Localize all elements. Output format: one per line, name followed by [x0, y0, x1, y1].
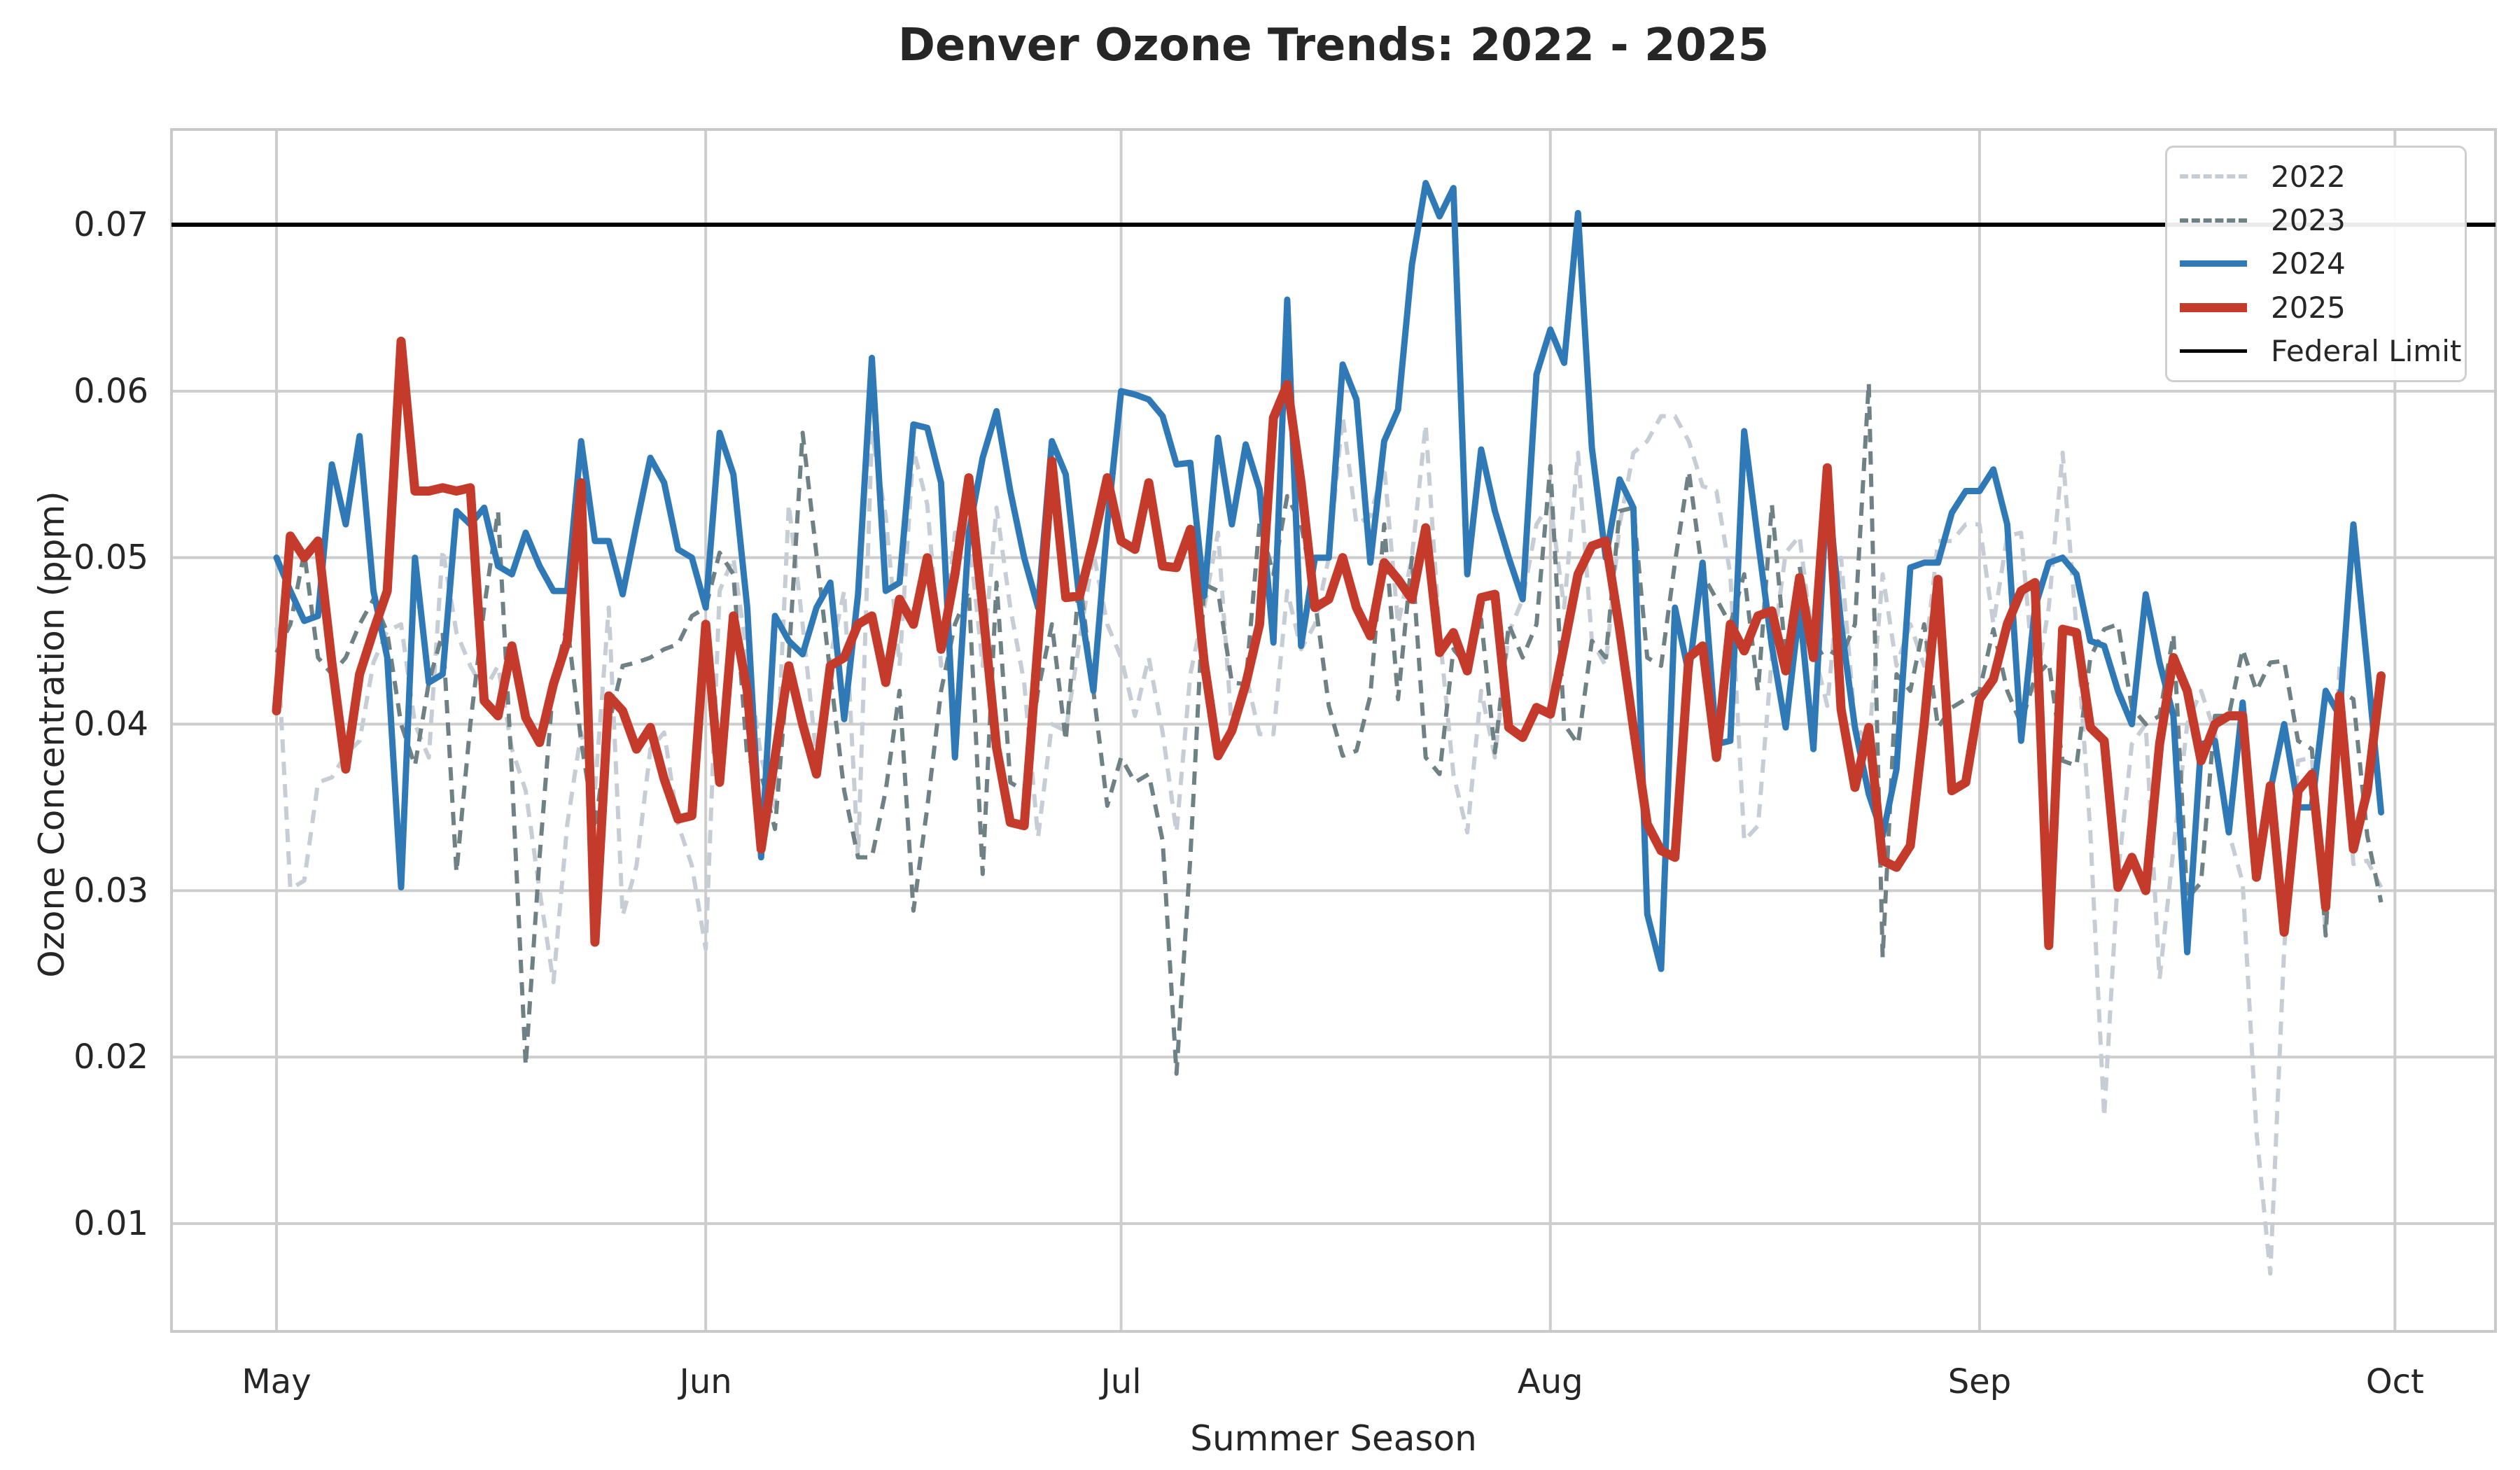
legend-sample-2024-line: [2180, 260, 2247, 267]
legend-label: Federal Limit: [2271, 334, 2462, 369]
legend-sample-2025-line: [2180, 302, 2247, 312]
legend: 2022 2023 2024 2025 Federal Limit: [2165, 146, 2467, 382]
legend-item-2022: 2022: [2180, 155, 2465, 197]
x-tick-label: Jun: [678, 1362, 732, 1401]
legend-item-2023: 2023: [2180, 200, 2465, 241]
x-axis-label: Summer Season: [1190, 1418, 1477, 1459]
legend-item-federal-limit: Federal Limit: [2180, 330, 2465, 372]
x-tick-label: Jul: [1099, 1362, 1142, 1401]
legend-label: 2025: [2271, 290, 2346, 325]
legend-item-2024: 2024: [2180, 243, 2465, 285]
y-tick-label: 0.01: [74, 1204, 148, 1243]
series-line-2023: [274, 380, 2384, 1076]
legend-label: 2022: [2271, 159, 2346, 194]
y-tick-label: 0.07: [74, 205, 148, 244]
y-tick-label: 0.04: [74, 704, 148, 743]
plot-border: [170, 128, 2497, 1333]
chart-title: Denver Ozone Trends: 2022 - 2025: [897, 20, 1770, 71]
legend-sample-2023-line: [2180, 218, 2247, 223]
legend-item-2025: 2025: [2180, 286, 2465, 328]
series-line-2024: [273, 180, 2385, 972]
x-tick-label: Sep: [1948, 1362, 2011, 1401]
y-tick-label: 0.02: [74, 1037, 148, 1077]
x-tick-label: May: [241, 1362, 311, 1401]
y-tick-label: 0.03: [74, 871, 148, 910]
legend-label: 2023: [2271, 203, 2346, 238]
legend-sample-federal-limit-line: [2180, 349, 2247, 354]
y-tick-label: 0.06: [74, 372, 148, 411]
x-tick-label: Aug: [1518, 1362, 1583, 1401]
x-tick-label: Oct: [2366, 1362, 2424, 1401]
y-axis-label: Ozone Concentration (ppm): [31, 491, 72, 978]
legend-sample-2022-line: [2180, 174, 2247, 179]
y-tick-label: 0.05: [74, 538, 148, 578]
series-line-2025: [272, 337, 2386, 951]
legend-label: 2024: [2271, 246, 2346, 281]
